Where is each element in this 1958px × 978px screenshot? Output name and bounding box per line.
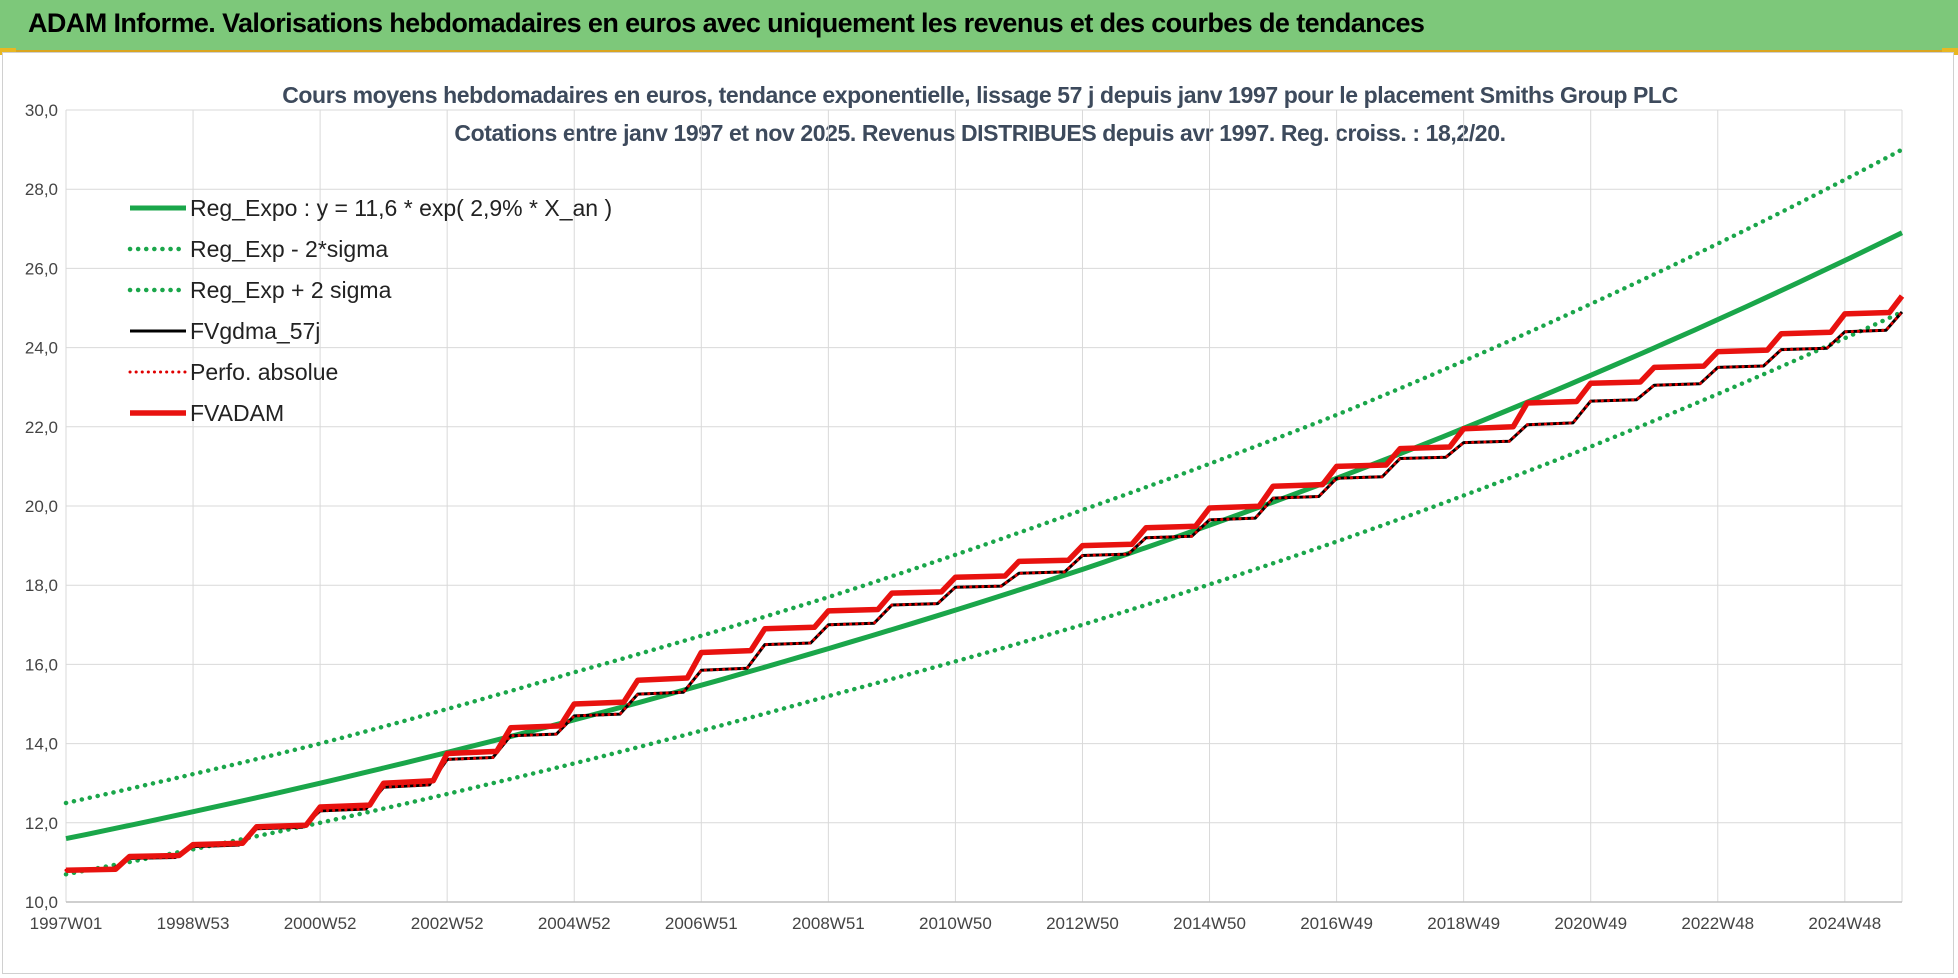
x-tick-label: 2004W52: [538, 914, 611, 933]
y-tick-label: 20,0: [25, 497, 58, 516]
legend-label-3: Reg_Exp + 2 sigma: [190, 277, 392, 303]
series-line-2: [63, 309, 1905, 877]
x-tick-label: 2012W50: [1046, 914, 1119, 933]
series-line-4: [65, 311, 1904, 872]
y-tick-label: 26,0: [25, 259, 58, 278]
x-tick-label: 2002W52: [411, 914, 484, 933]
axes: 10,0 12,0 14,0 16,0 18,0 20,0 22,0 24,0 26,0 28,0…: [25, 101, 1902, 933]
legend-label-2: Reg_Exp - 2*sigma: [190, 236, 388, 262]
grid: [65, 109, 1903, 903]
banner: ADAM Informe. Valorisations hebdomadaire…: [0, 0, 1958, 52]
legend-label-1: Reg_Expo : y = 11,6 * exp( 2,9% * X_an ): [190, 195, 612, 221]
y-tick-label: 10,0: [25, 893, 58, 912]
x-tick-label: 2016W49: [1300, 914, 1373, 933]
series-group: [63, 147, 1905, 877]
x-tick-label: 2006W51: [665, 914, 738, 933]
legend-label-5: Perfo. absolue: [190, 359, 338, 385]
x-tick-label: 1998W53: [157, 914, 230, 933]
legend: Reg_Expo : y = 11,6 * exp( 2,9% * X_an )…: [127, 195, 612, 426]
legend-label-4: FVgdma_57j: [190, 318, 320, 344]
x-tick-label: 2022W48: [1681, 914, 1754, 933]
y-tick-label: 16,0: [25, 655, 58, 674]
series-line-5: [64, 310, 1904, 872]
y-tick-label: 22,0: [25, 418, 58, 437]
y-tick-label: 12,0: [25, 814, 58, 833]
x-tick-label: 2000W52: [284, 914, 357, 933]
y-tick-label: 30,0: [25, 101, 58, 120]
corner-mark-right: [1942, 48, 1958, 55]
series-line-6: [65, 294, 1905, 874]
y-tick-label: 14,0: [25, 735, 58, 754]
y-tick-label: 28,0: [25, 180, 58, 199]
y-tick-label: 18,0: [25, 576, 58, 595]
series-line-3: [63, 147, 1905, 806]
chart-subtitle: Cotations entre janv 1997 et nov 2025. R…: [454, 120, 1506, 146]
x-tick-label: 2014W50: [1173, 914, 1246, 933]
x-tick-label: 2024W48: [1808, 914, 1881, 933]
banner-title: ADAM Informe. Valorisations hebdomadaire…: [28, 8, 1425, 38]
x-tick-label: 2020W49: [1554, 914, 1627, 933]
x-tick-label: 2010W50: [919, 914, 992, 933]
series-line-1: [65, 230, 1904, 842]
legend-label-6: FVADAM: [190, 400, 284, 426]
x-tick-label: 1997W01: [30, 914, 103, 933]
x-tick-label: 2018W49: [1427, 914, 1500, 933]
x-tick-label: 2008W51: [792, 914, 865, 933]
chart-title: Cours moyens hebdomadaires en euros, ten…: [282, 82, 1678, 108]
corner-mark-left: [0, 48, 16, 55]
y-tick-label: 24,0: [25, 339, 58, 358]
